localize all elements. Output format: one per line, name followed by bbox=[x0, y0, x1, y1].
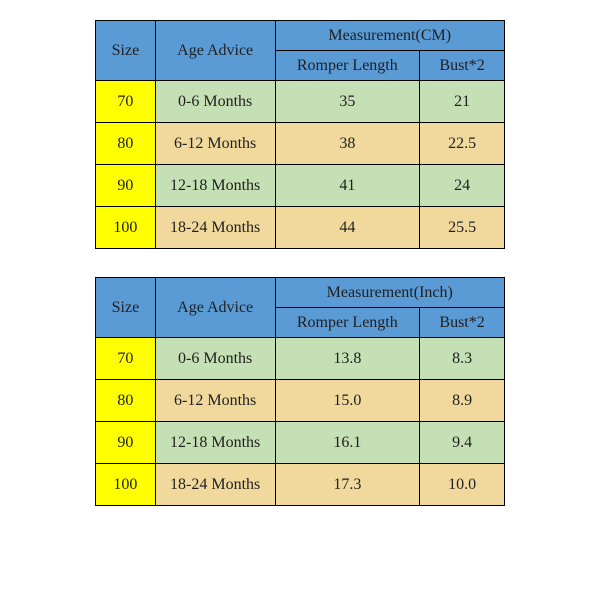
cm-header-size: Size bbox=[96, 21, 156, 81]
cm-size-cell: 100 bbox=[96, 207, 156, 249]
inch-header-bust: Bust*2 bbox=[420, 308, 505, 338]
table-row: 9012-18 Months16.19.4 bbox=[96, 422, 505, 464]
inch-header-measurement: Measurement(Inch) bbox=[275, 278, 505, 308]
cm-size-cell: 90 bbox=[96, 165, 156, 207]
cm-romper-cell: 44 bbox=[275, 207, 420, 249]
inch-size-cell: 90 bbox=[96, 422, 156, 464]
table-row: 806-12 Months15.08.9 bbox=[96, 380, 505, 422]
cm-header-measurement: Measurement(CM) bbox=[275, 21, 505, 51]
inch-size-cell: 100 bbox=[96, 464, 156, 506]
inch-age-cell: 0-6 Months bbox=[155, 338, 275, 380]
cm-header-age: Age Advice bbox=[155, 21, 275, 81]
cm-bust-cell: 21 bbox=[420, 81, 505, 123]
size-table-inch: SizeAge AdviceMeasurement(Inch)Romper Le… bbox=[95, 277, 505, 506]
table-row: 806-12 Months3822.5 bbox=[96, 123, 505, 165]
cm-table: SizeAge AdviceMeasurement(CM)Romper Leng… bbox=[95, 20, 505, 249]
table-row: 10018-24 Months17.310.0 bbox=[96, 464, 505, 506]
inch-bust-cell: 10.0 bbox=[420, 464, 505, 506]
inch-romper-cell: 15.0 bbox=[275, 380, 420, 422]
inch-bust-cell: 9.4 bbox=[420, 422, 505, 464]
cm-bust-cell: 24 bbox=[420, 165, 505, 207]
table-row: 700-6 Months3521 bbox=[96, 81, 505, 123]
inch-table: SizeAge AdviceMeasurement(Inch)Romper Le… bbox=[95, 277, 505, 506]
table-row: 10018-24 Months4425.5 bbox=[96, 207, 505, 249]
inch-header-romper: Romper Length bbox=[275, 308, 420, 338]
inch-age-cell: 12-18 Months bbox=[155, 422, 275, 464]
cm-size-cell: 80 bbox=[96, 123, 156, 165]
cm-age-cell: 0-6 Months bbox=[155, 81, 275, 123]
inch-age-cell: 6-12 Months bbox=[155, 380, 275, 422]
inch-size-cell: 80 bbox=[96, 380, 156, 422]
inch-romper-cell: 13.8 bbox=[275, 338, 420, 380]
cm-age-cell: 6-12 Months bbox=[155, 123, 275, 165]
inch-header-size: Size bbox=[96, 278, 156, 338]
inch-romper-cell: 16.1 bbox=[275, 422, 420, 464]
size-table-cm: SizeAge AdviceMeasurement(CM)Romper Leng… bbox=[95, 20, 505, 249]
inch-romper-cell: 17.3 bbox=[275, 464, 420, 506]
cm-romper-cell: 35 bbox=[275, 81, 420, 123]
inch-header-age: Age Advice bbox=[155, 278, 275, 338]
cm-header-bust: Bust*2 bbox=[420, 51, 505, 81]
cm-romper-cell: 41 bbox=[275, 165, 420, 207]
table-row: 9012-18 Months4124 bbox=[96, 165, 505, 207]
table-row: 700-6 Months13.88.3 bbox=[96, 338, 505, 380]
cm-header-romper: Romper Length bbox=[275, 51, 420, 81]
cm-romper-cell: 38 bbox=[275, 123, 420, 165]
cm-bust-cell: 22.5 bbox=[420, 123, 505, 165]
cm-age-cell: 12-18 Months bbox=[155, 165, 275, 207]
inch-bust-cell: 8.3 bbox=[420, 338, 505, 380]
inch-age-cell: 18-24 Months bbox=[155, 464, 275, 506]
inch-size-cell: 70 bbox=[96, 338, 156, 380]
cm-size-cell: 70 bbox=[96, 81, 156, 123]
inch-bust-cell: 8.9 bbox=[420, 380, 505, 422]
cm-age-cell: 18-24 Months bbox=[155, 207, 275, 249]
cm-bust-cell: 25.5 bbox=[420, 207, 505, 249]
